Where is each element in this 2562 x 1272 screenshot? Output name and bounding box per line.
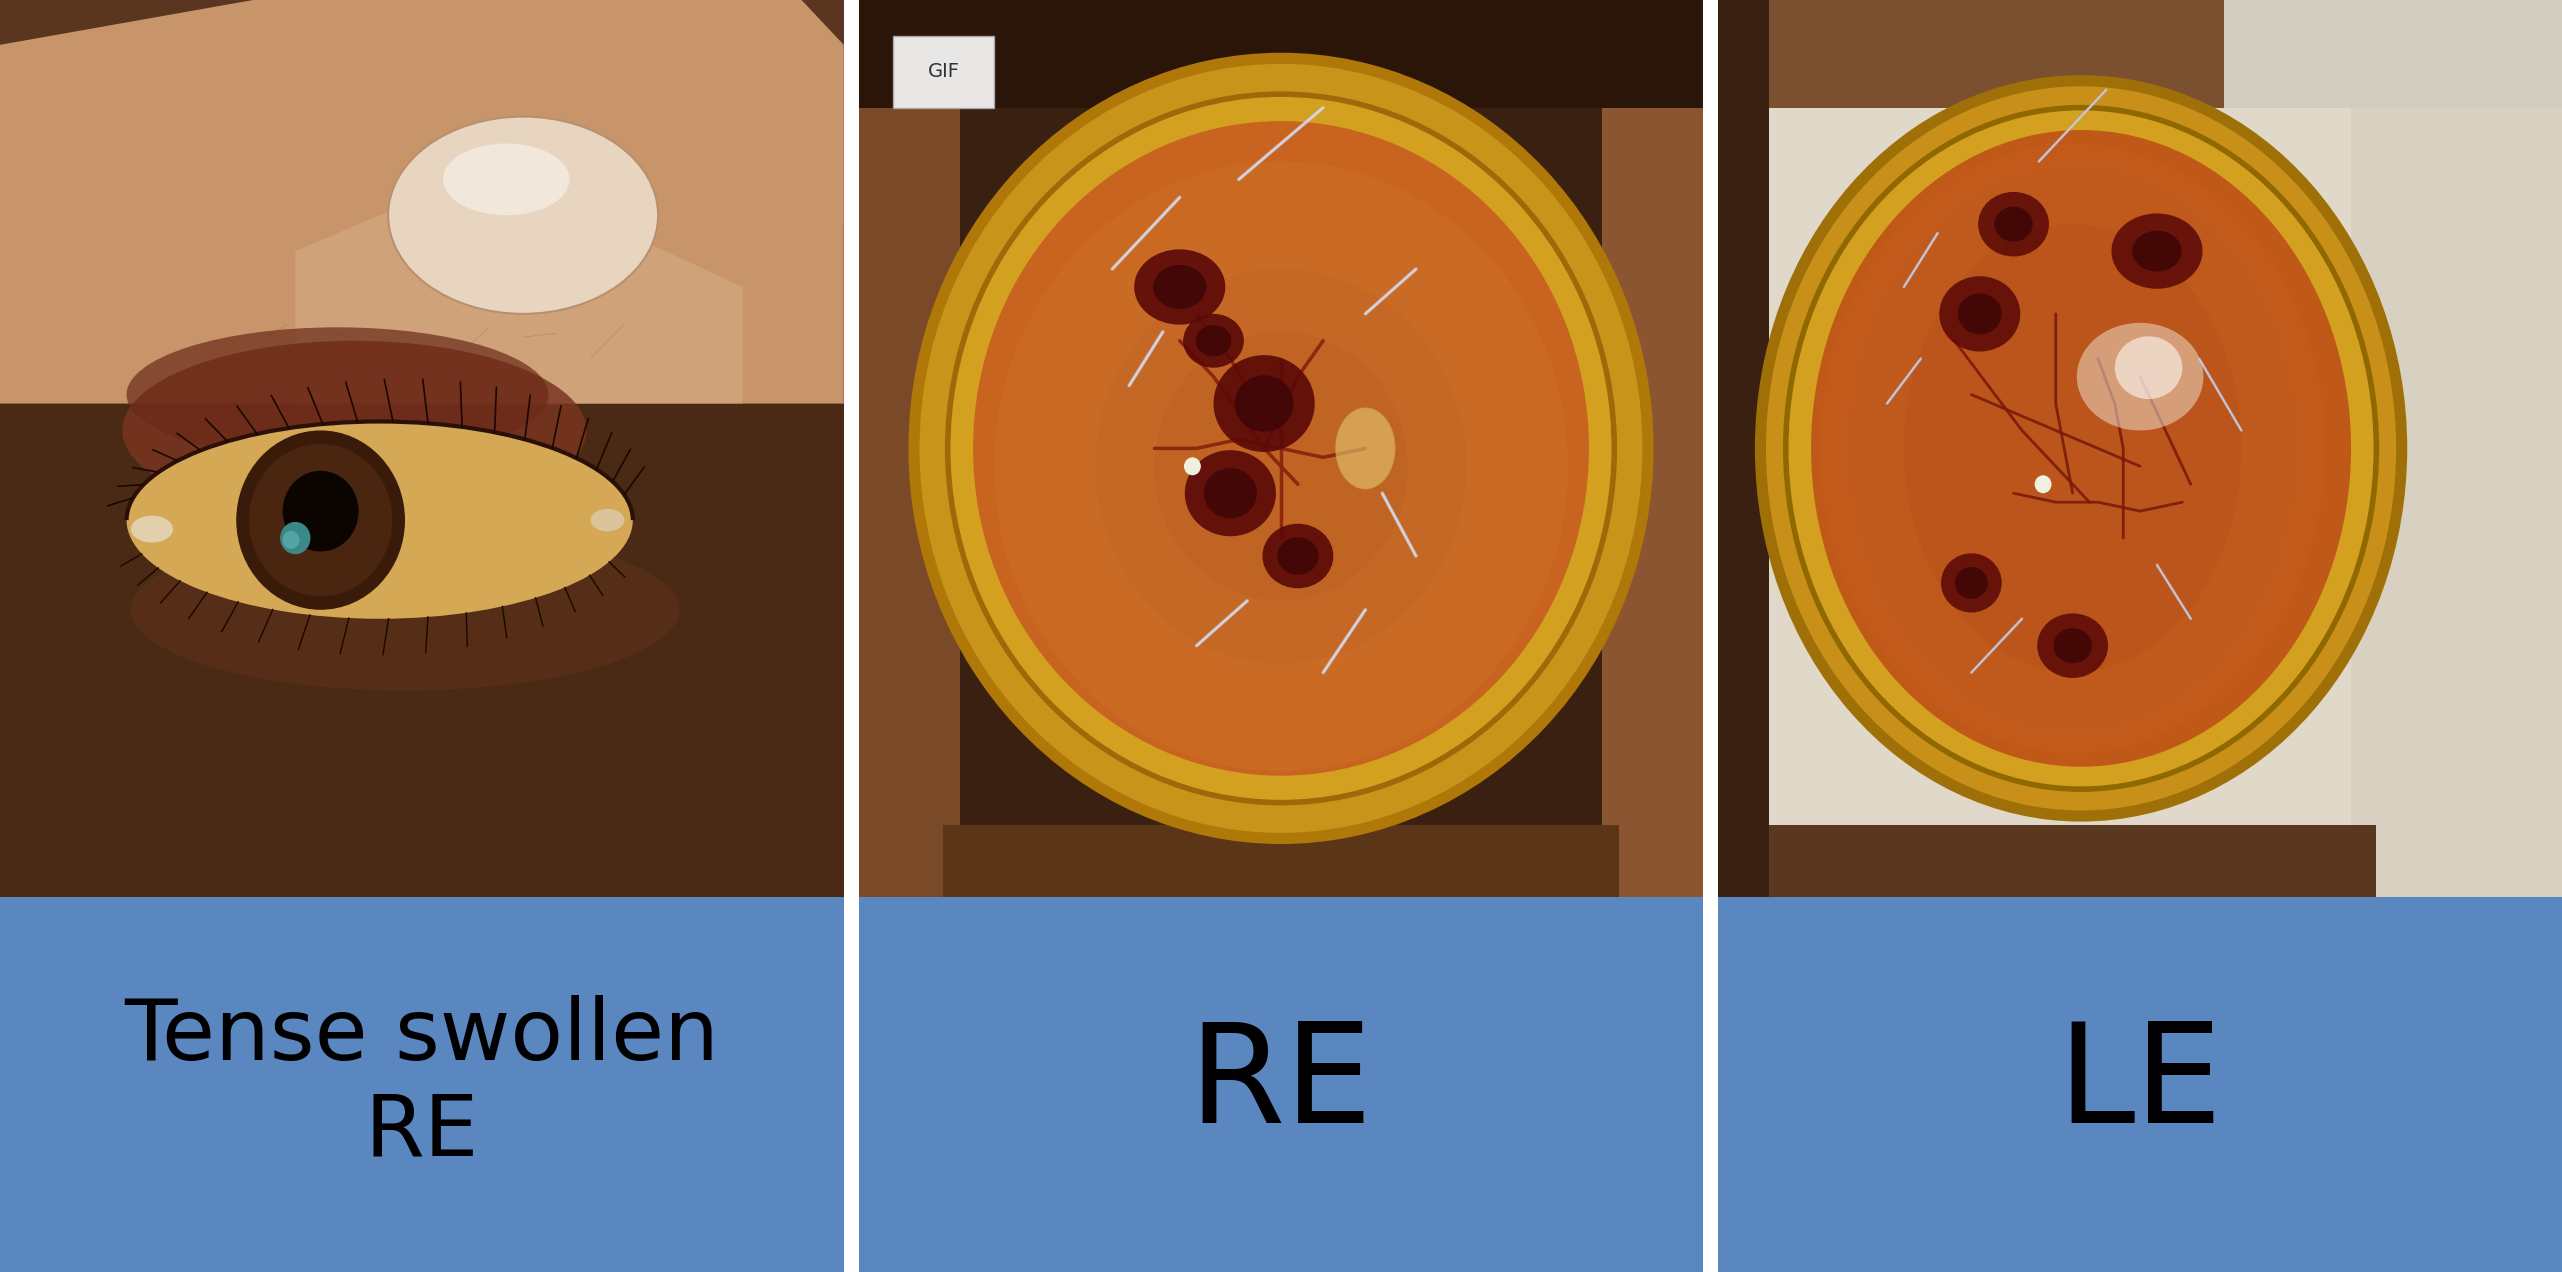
- Circle shape: [1155, 332, 1407, 600]
- Ellipse shape: [1135, 249, 1225, 324]
- Ellipse shape: [1196, 326, 1232, 356]
- Ellipse shape: [1278, 537, 1319, 575]
- Ellipse shape: [2111, 214, 2203, 289]
- Ellipse shape: [1957, 294, 2001, 335]
- Ellipse shape: [443, 144, 569, 215]
- Ellipse shape: [2132, 230, 2183, 271]
- Ellipse shape: [1852, 170, 2293, 726]
- Ellipse shape: [1760, 80, 2401, 817]
- Ellipse shape: [387, 117, 658, 314]
- Text: GIF: GIF: [927, 62, 961, 81]
- Ellipse shape: [2037, 613, 2109, 678]
- Polygon shape: [295, 197, 743, 403]
- Circle shape: [1184, 458, 1202, 476]
- Ellipse shape: [131, 515, 174, 543]
- Polygon shape: [1768, 826, 2378, 897]
- Ellipse shape: [123, 341, 587, 520]
- Ellipse shape: [1263, 524, 1332, 588]
- Circle shape: [994, 162, 1568, 771]
- Polygon shape: [2352, 0, 2562, 897]
- Circle shape: [948, 94, 1614, 803]
- Ellipse shape: [1235, 375, 1294, 431]
- Polygon shape: [2224, 0, 2562, 108]
- Polygon shape: [858, 0, 961, 897]
- Ellipse shape: [1939, 276, 2021, 351]
- Polygon shape: [943, 826, 1619, 897]
- Ellipse shape: [2052, 628, 2091, 663]
- Bar: [894, 36, 994, 108]
- Polygon shape: [0, 0, 843, 403]
- Ellipse shape: [126, 421, 633, 618]
- Ellipse shape: [1786, 108, 2378, 789]
- Polygon shape: [1601, 0, 1704, 897]
- Ellipse shape: [1153, 265, 1207, 309]
- Polygon shape: [858, 0, 1704, 108]
- Ellipse shape: [1811, 130, 2352, 767]
- Ellipse shape: [1819, 144, 2326, 753]
- Circle shape: [974, 121, 1588, 776]
- Text: LE: LE: [2057, 1016, 2224, 1152]
- Ellipse shape: [2078, 323, 2203, 430]
- Ellipse shape: [1993, 207, 2032, 242]
- Ellipse shape: [1204, 468, 1258, 518]
- Circle shape: [2034, 476, 2052, 494]
- Ellipse shape: [1942, 553, 2001, 613]
- Ellipse shape: [131, 529, 679, 691]
- Circle shape: [279, 522, 310, 555]
- Ellipse shape: [1904, 224, 2242, 673]
- Circle shape: [1045, 215, 1517, 717]
- Circle shape: [1097, 270, 1465, 664]
- Polygon shape: [1768, 0, 2352, 108]
- Ellipse shape: [1214, 355, 1314, 452]
- Ellipse shape: [592, 509, 625, 532]
- Circle shape: [282, 530, 300, 548]
- Ellipse shape: [1978, 192, 2050, 257]
- Ellipse shape: [1184, 314, 1245, 368]
- Ellipse shape: [1955, 567, 1988, 599]
- Circle shape: [282, 471, 359, 552]
- Ellipse shape: [2114, 336, 2183, 399]
- Bar: [0, 224, 843, 897]
- Text: Tense swollen
RE: Tense swollen RE: [126, 995, 720, 1174]
- Circle shape: [236, 430, 405, 609]
- Text: RE: RE: [1189, 1016, 1373, 1152]
- Polygon shape: [1719, 0, 1768, 897]
- Ellipse shape: [1184, 450, 1276, 537]
- Circle shape: [915, 59, 1647, 838]
- Ellipse shape: [126, 327, 548, 462]
- Circle shape: [249, 444, 392, 597]
- Ellipse shape: [1335, 408, 1394, 488]
